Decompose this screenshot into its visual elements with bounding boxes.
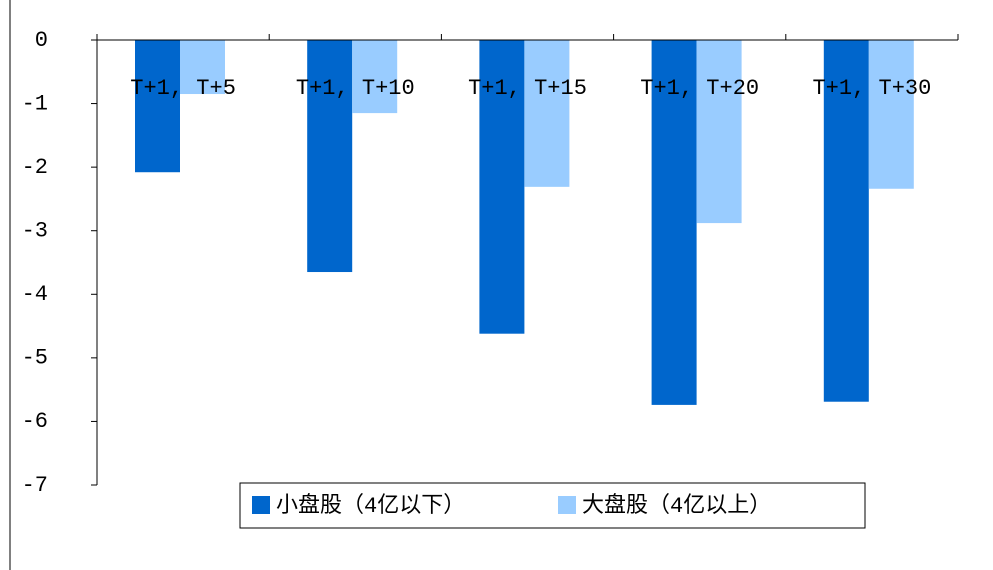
bar xyxy=(479,40,525,334)
bar xyxy=(696,40,742,224)
bar xyxy=(307,40,353,273)
x-tick-label: T+1, T+15 xyxy=(468,76,587,101)
bar xyxy=(868,40,914,189)
y-tick-label: -6 xyxy=(22,409,48,434)
bar xyxy=(823,40,869,402)
bar xyxy=(180,40,225,95)
x-tick-label: T+1, T+20 xyxy=(640,76,759,101)
legend-label: 大盘股（4亿以上） xyxy=(582,493,771,519)
legend-swatch xyxy=(558,496,576,514)
y-tick-label: -7 xyxy=(22,473,48,498)
bar xyxy=(524,40,570,187)
bar xyxy=(651,40,697,405)
y-tick-label: -3 xyxy=(22,219,48,244)
x-tick-label: T+1, T+30 xyxy=(812,76,931,101)
legend-swatch xyxy=(252,496,270,514)
x-tick-label: T+1, T+10 xyxy=(296,76,415,101)
legend-label: 小盘股（4亿以下） xyxy=(276,493,465,519)
y-tick-label: 0 xyxy=(35,28,48,53)
y-tick-label: -4 xyxy=(22,282,48,307)
y-tick-label: -5 xyxy=(22,346,48,371)
bar xyxy=(135,40,180,173)
y-tick-label: -1 xyxy=(22,91,48,116)
bar xyxy=(352,40,398,114)
x-tick-label: T+1, T+5 xyxy=(130,76,236,101)
legend-box xyxy=(239,482,866,529)
y-tick-label: -2 xyxy=(22,155,48,180)
